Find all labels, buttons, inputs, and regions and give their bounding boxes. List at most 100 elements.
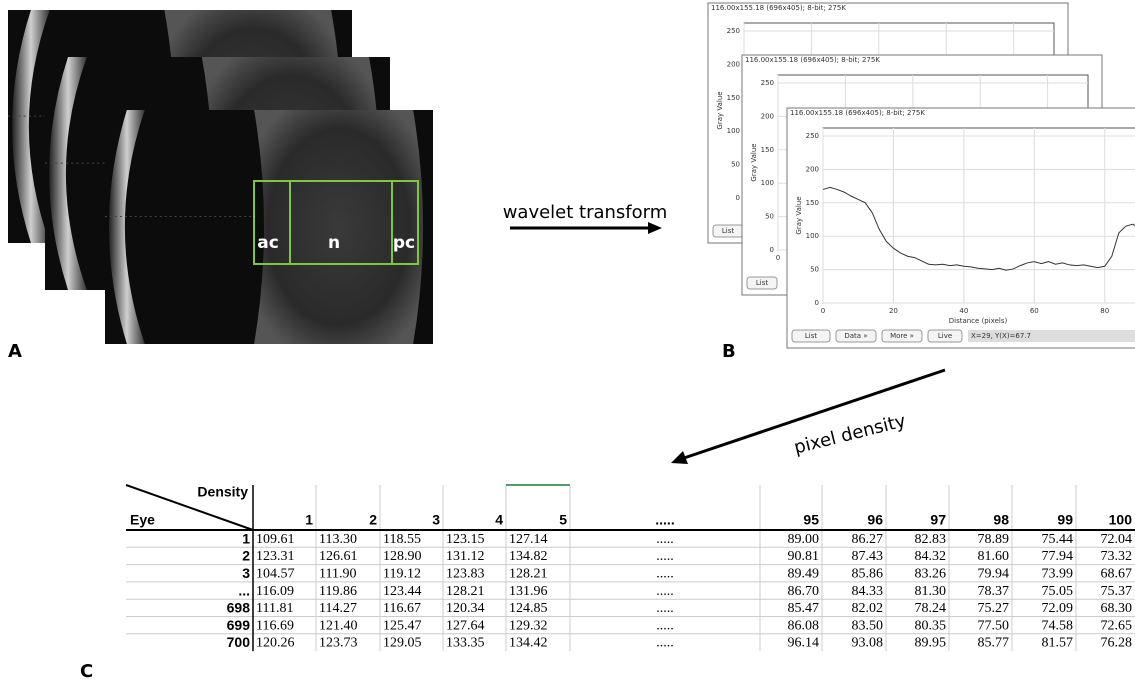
cell: 126.61 <box>319 549 358 564</box>
cell: 121.40 <box>319 618 358 633</box>
arrow <box>683 368 946 460</box>
window-title: 116.00x155.18 (696x405); 8-bit; 275K <box>790 109 925 117</box>
y-axis-label: Gray Value <box>750 143 758 181</box>
cell: 75.44 <box>1042 532 1074 547</box>
cell: 78.37 <box>978 584 1010 599</box>
y-tick-label: 100 <box>806 232 819 240</box>
cell: 85.77 <box>978 636 1010 651</box>
cell: 82.02 <box>852 601 884 616</box>
diagonal-rule <box>125 484 254 531</box>
y-tick-label: 0 <box>815 299 819 307</box>
row-header: 698 <box>227 600 251 616</box>
button-label: Data » <box>844 332 867 340</box>
arrow-head <box>671 451 688 464</box>
plot-window: 116.00x155.18 (696x405); 8-bit; 275K 0 50 1… <box>786 107 1135 349</box>
y-tick-label: 50 <box>810 266 819 274</box>
cell: 81.30 <box>915 584 947 599</box>
cell: 123.83 <box>446 566 485 581</box>
row-header: 1 <box>242 530 250 546</box>
cell: ..... <box>656 636 674 651</box>
button <box>881 329 923 343</box>
button <box>927 329 963 343</box>
button-label: More » <box>890 332 914 340</box>
panel-label: B <box>722 341 736 362</box>
cell: 75.37 <box>1101 584 1133 599</box>
button <box>746 276 778 290</box>
cell: 120.34 <box>446 601 485 616</box>
cell: 75.27 <box>978 601 1010 616</box>
cell: 90.81 <box>788 549 820 564</box>
column-header: 4 <box>495 512 503 528</box>
scan-image <box>105 110 433 344</box>
cell: ..... <box>656 601 674 616</box>
column-header: 2 <box>369 512 377 528</box>
column-header: 97 <box>930 512 946 528</box>
cell: 86.27 <box>852 532 884 547</box>
cell: 129.32 <box>509 618 548 633</box>
cell: 109.61 <box>256 532 295 547</box>
corner-label: Density <box>197 484 248 500</box>
cell: 89.49 <box>788 566 820 581</box>
cell: 129.05 <box>383 636 422 651</box>
y-tick-label: 50 <box>731 161 740 169</box>
column-header: ..... <box>655 512 674 528</box>
region-label: pc <box>393 233 415 253</box>
cell: 81.60 <box>978 549 1010 564</box>
cell: ..... <box>656 549 674 564</box>
y-axis-label: Gray Value <box>716 91 724 129</box>
cell: 83.26 <box>915 566 947 581</box>
cell: 116.09 <box>256 584 294 599</box>
cell: 124.85 <box>509 601 548 616</box>
row-header: 700 <box>227 634 251 650</box>
profile-line <box>822 186 1135 271</box>
y-tick-label: 250 <box>806 132 819 140</box>
cell: 73.32 <box>1101 549 1133 564</box>
region-label: ac <box>257 233 279 253</box>
y-tick-label: 0 <box>770 246 774 254</box>
column-header: 1 <box>305 512 313 528</box>
cell: 84.32 <box>915 549 947 564</box>
row-header: ... <box>238 582 250 598</box>
x-tick-label: 0 <box>776 254 780 262</box>
cell: 123.73 <box>319 636 358 651</box>
window-frame <box>786 107 1135 349</box>
cell: 73.99 <box>1042 566 1074 581</box>
y-tick-label: 200 <box>761 112 774 120</box>
cell: 72.04 <box>1101 532 1133 547</box>
button-label: Live <box>938 332 952 340</box>
cell: 81.57 <box>1042 636 1074 651</box>
cell: 76.28 <box>1101 636 1133 651</box>
cell: 119.12 <box>383 566 421 581</box>
arrow-label: pixel density <box>792 410 908 458</box>
cell: 74.58 <box>1042 618 1074 633</box>
button <box>835 329 877 343</box>
cell: 118.55 <box>383 532 421 547</box>
cell: 111.90 <box>319 566 356 581</box>
y-tick-label: 150 <box>761 146 774 154</box>
y-tick-label: 200 <box>806 165 819 173</box>
panel-label: C <box>80 661 93 682</box>
y-tick-label: 100 <box>727 127 740 135</box>
roi-box <box>253 180 419 265</box>
cell: 82.83 <box>915 532 947 547</box>
cell: 75.05 <box>1042 584 1074 599</box>
y-tick-label: 100 <box>761 179 774 187</box>
arrow-label: wavelet transform <box>503 202 668 223</box>
cell: 86.08 <box>788 618 820 633</box>
cell: 77.94 <box>1042 549 1074 564</box>
cell: 113.30 <box>319 532 357 547</box>
cell: 72.09 <box>1042 601 1074 616</box>
cell: 131.12 <box>446 549 485 564</box>
row-header: 699 <box>227 617 251 633</box>
x-tick-label: 60 <box>1030 307 1039 315</box>
cell: 128.21 <box>509 566 548 581</box>
x-tick-label: 0 <box>821 307 825 315</box>
y-tick-label: 150 <box>727 94 740 102</box>
cell: 128.90 <box>383 549 422 564</box>
cell: 111.81 <box>256 601 293 616</box>
region-label: n <box>328 233 340 253</box>
cell: 96.14 <box>788 636 820 651</box>
status-bar <box>968 330 1135 342</box>
arrow-head <box>648 222 662 234</box>
